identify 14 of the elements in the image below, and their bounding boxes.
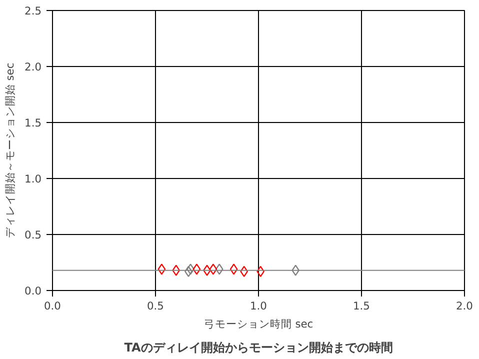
text: TAのディレイ開始からモーション開始までの時間 [124, 340, 393, 354]
x-tick-label: 1.0 [250, 300, 268, 312]
y-tick-label: 1.0 [24, 172, 42, 186]
y-tick-label: 1.5 [24, 116, 42, 130]
y-tick-label: 2.0 [24, 60, 42, 74]
x-tick-label: 2.0 [456, 300, 474, 312]
x-tick-label: 1.5 [353, 300, 370, 312]
y-axis-title: ディレイ開始～モーション開始 sec [4, 62, 17, 238]
y-tick-label: 0.5 [24, 228, 42, 242]
y-tick-label: 2.5 [24, 4, 42, 18]
y-tick-label: 0.0 [24, 284, 42, 298]
x-axis-title: 弓モーション時間 sec [204, 318, 314, 330]
x-tick-label: 0.5 [147, 300, 164, 312]
x-tick-label: 0.0 [44, 300, 62, 312]
